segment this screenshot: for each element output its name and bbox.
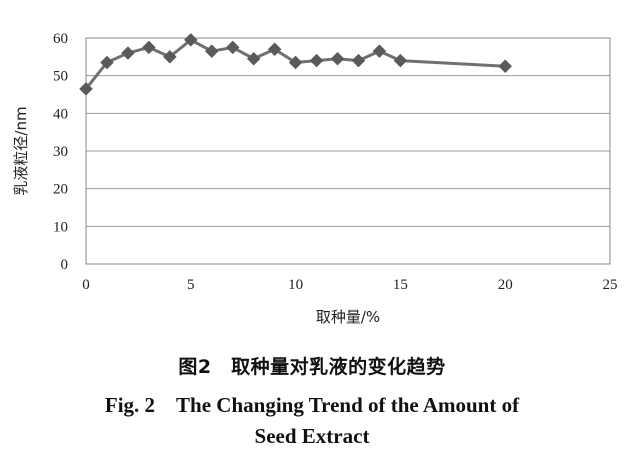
y-axis-ticks: 0 10 20 30 40 50 60 — [53, 31, 68, 273]
data-point-marker — [372, 44, 387, 59]
x-tick-label: 20 — [498, 277, 513, 293]
data-point-marker — [288, 55, 303, 70]
y-tick-label: 40 — [53, 106, 68, 122]
y-tick-label: 20 — [53, 182, 68, 198]
data-point-marker — [309, 53, 324, 68]
y-tick-label: 60 — [53, 31, 68, 47]
figure-caption-english: Fig. 2 The Changing Trend of the Amount … — [40, 390, 584, 452]
data-point-marker — [393, 53, 408, 68]
x-tick-label: 25 — [603, 277, 618, 293]
data-point-marker — [267, 42, 282, 57]
data-point-marker — [121, 46, 135, 60]
data-point-marker — [246, 51, 261, 66]
caption-english-line-1: Fig. 2 The Changing Trend of the Amount … — [104, 393, 520, 417]
data-point-marker — [225, 40, 240, 55]
x-tick-label: 5 — [187, 277, 195, 293]
grid-lines — [86, 75, 610, 227]
data-point-marker — [204, 44, 219, 59]
figure-caption-chinese: 图2 取种量对乳液的变化趋势 — [178, 356, 446, 378]
line-chart: 0 10 20 30 40 50 60 0 5 10 15 20 25 取种量/% 乳液粒径/nm — [12, 31, 618, 326]
y-tick-label: 0 — [61, 257, 69, 273]
data-point-marker — [142, 40, 156, 55]
plot-area-frame — [85, 37, 611, 265]
x-tick-label: 10 — [288, 277, 303, 293]
y-axis-title: 乳液粒径/nm — [12, 106, 30, 195]
data-point-marker — [100, 55, 114, 70]
y-tick-label: 50 — [53, 69, 68, 85]
data-point-marker — [79, 81, 93, 96]
x-axis-title: 取种量/% — [316, 308, 380, 326]
x-tick-label: 0 — [82, 277, 90, 293]
x-tick-label: 15 — [393, 277, 408, 293]
data-point-marker — [162, 49, 177, 64]
y-tick-label: 30 — [53, 144, 68, 160]
data-point-marker — [351, 53, 366, 68]
data-point-marker — [330, 51, 345, 66]
caption-english-line-2: Seed Extract — [254, 424, 370, 448]
y-tick-label: 10 — [53, 219, 68, 235]
series-group — [79, 33, 513, 96]
x-axis-ticks: 0 5 10 15 20 25 — [82, 277, 617, 293]
data-point-marker — [498, 59, 513, 74]
data-point-marker — [183, 33, 198, 47]
